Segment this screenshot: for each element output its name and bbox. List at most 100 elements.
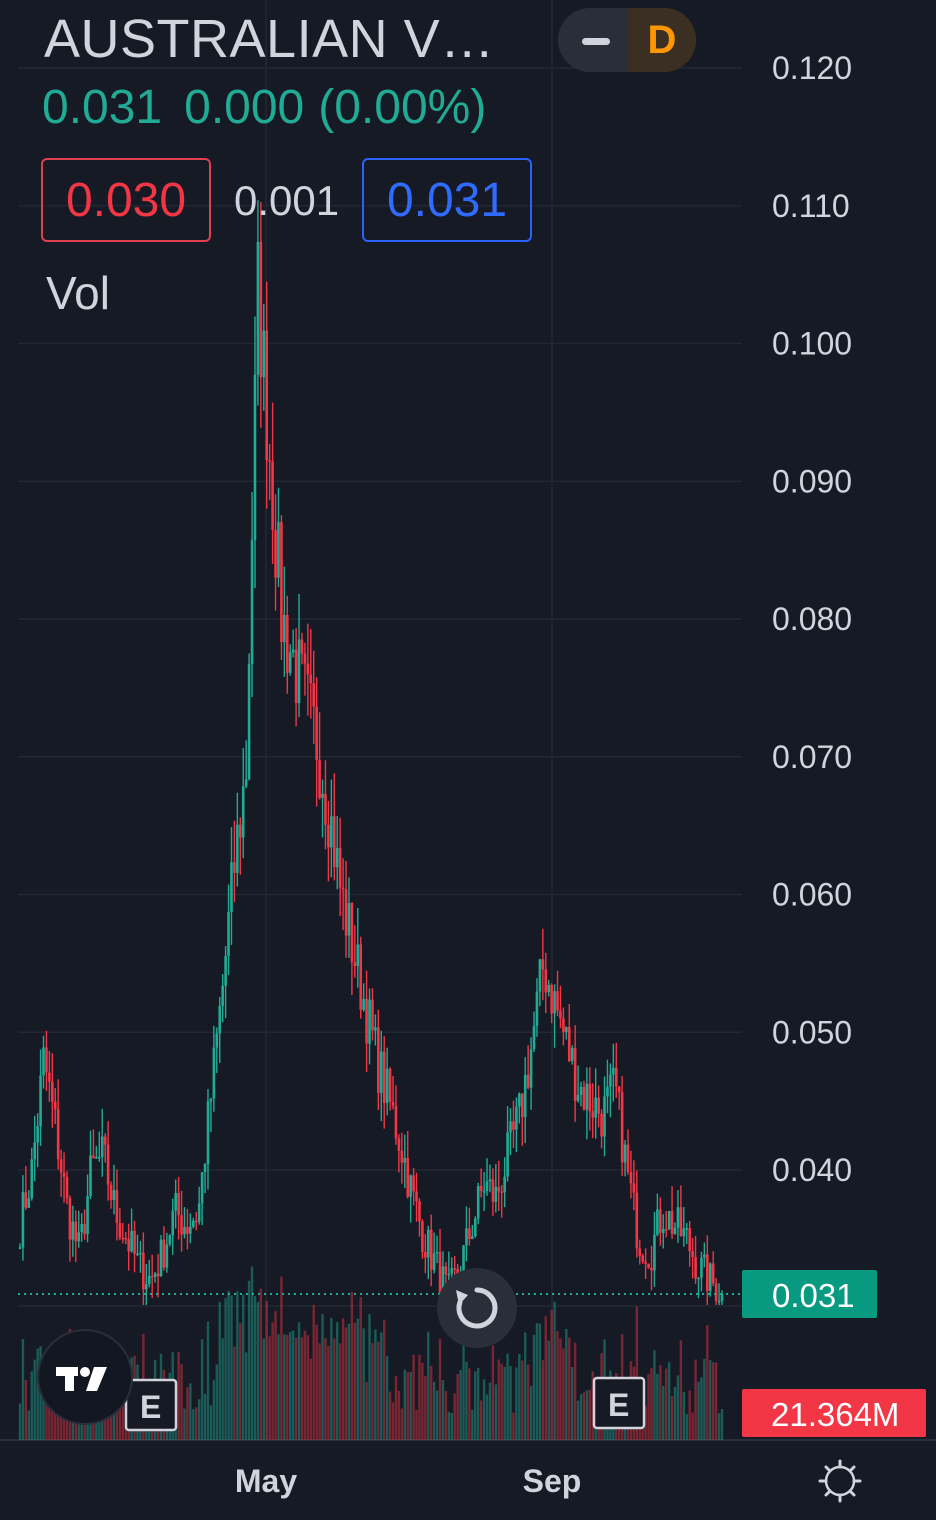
candle-body xyxy=(300,639,304,654)
candle-body xyxy=(588,1083,592,1112)
candle-body xyxy=(51,1081,54,1102)
candle-body xyxy=(274,530,277,578)
volume-bar xyxy=(303,1330,307,1440)
candlestick-series xyxy=(18,200,724,1305)
candle-body xyxy=(359,944,363,1010)
candle-body xyxy=(186,1226,189,1234)
volume-bar xyxy=(183,1408,186,1440)
volume-bar xyxy=(356,1318,359,1440)
volume-bar xyxy=(720,1408,724,1440)
candle-body xyxy=(650,1267,653,1271)
candle-body xyxy=(247,663,251,780)
candle-body xyxy=(350,903,354,963)
volume-bar xyxy=(280,1276,283,1440)
candle-body xyxy=(570,1048,574,1062)
candle-body xyxy=(567,1026,571,1062)
candle-body xyxy=(559,1010,562,1019)
volume-bar xyxy=(474,1371,477,1440)
candle-body xyxy=(221,985,224,1006)
volume-bar xyxy=(418,1354,421,1440)
ask-button[interactable]: 0.031 xyxy=(362,158,532,242)
settings-gear-icon[interactable] xyxy=(818,1459,862,1503)
symbol-title[interactable]: AUSTRALIAN V… xyxy=(44,9,495,69)
time-axis[interactable]: May Sep xyxy=(235,1463,581,1499)
candle-body xyxy=(153,1273,157,1277)
earnings-marker[interactable]: E xyxy=(124,1378,178,1432)
candle-body xyxy=(377,1027,380,1093)
volume-bar xyxy=(547,1340,550,1440)
candle-body xyxy=(403,1157,407,1163)
candle-body xyxy=(606,1086,609,1097)
volume-bar xyxy=(268,1336,271,1440)
candle-body xyxy=(303,653,307,664)
volume-bar xyxy=(400,1408,404,1440)
svg-text:E: E xyxy=(140,1389,161,1425)
candle-body xyxy=(36,1126,39,1143)
candle-body xyxy=(121,1237,125,1240)
volume-bar xyxy=(509,1365,512,1440)
candle-body xyxy=(617,1086,621,1093)
volume-bar xyxy=(688,1390,691,1440)
candle-body xyxy=(706,1254,709,1291)
candle-body xyxy=(482,1191,486,1193)
candle-body xyxy=(24,1192,28,1208)
candle-body xyxy=(68,1198,72,1240)
volume-bar xyxy=(717,1413,721,1440)
volume-bar xyxy=(203,1393,207,1440)
candle-body xyxy=(462,1245,465,1276)
volume-bar xyxy=(459,1369,462,1440)
candle-body xyxy=(294,649,298,704)
candle-body xyxy=(203,1164,207,1173)
volume-bar xyxy=(391,1402,395,1440)
candle-body xyxy=(547,984,551,993)
candle-body xyxy=(409,1175,412,1197)
volume-bar xyxy=(121,1384,125,1440)
volume-bar xyxy=(118,1402,122,1440)
reset-chart-button[interactable] xyxy=(437,1268,517,1348)
volume-bar xyxy=(503,1366,506,1440)
price-axis[interactable]: 0.120 0.110 0.100 0.090 0.080 0.070 0.060 0.050… xyxy=(772,50,852,1188)
candle-body xyxy=(189,1226,192,1234)
candle-body xyxy=(379,1051,383,1093)
volume-bar xyxy=(714,1362,718,1440)
collapse-icon[interactable] xyxy=(582,38,610,45)
candle-body xyxy=(335,847,339,868)
candle-body xyxy=(92,1155,95,1159)
candle-body xyxy=(679,1207,683,1236)
candle-body xyxy=(518,1093,521,1107)
tradingview-logo[interactable] xyxy=(37,1329,133,1425)
interval-button[interactable]: D xyxy=(628,8,696,72)
volume-bar xyxy=(338,1343,342,1440)
interval-toggle[interactable]: D xyxy=(558,8,696,72)
volume-bar xyxy=(362,1328,365,1440)
volume-bar xyxy=(239,1323,242,1440)
current-price-label: 0.031 xyxy=(772,1277,855,1314)
volume-bar xyxy=(468,1368,471,1440)
candle-body xyxy=(368,999,371,1044)
price-tick-label: 0.110 xyxy=(772,188,850,224)
earnings-marker[interactable]: E xyxy=(592,1376,646,1430)
tradingview-logo-icon xyxy=(56,1367,107,1391)
price-tick-label: 0.070 xyxy=(772,739,852,775)
candle-body xyxy=(632,1183,636,1193)
volume-bar xyxy=(538,1323,542,1440)
candle-body xyxy=(635,1192,639,1249)
candle-body xyxy=(667,1211,671,1230)
candle-body xyxy=(332,816,336,868)
candle-body xyxy=(656,1209,659,1235)
candle-body xyxy=(133,1230,136,1254)
volume-bar xyxy=(177,1351,180,1440)
candle-body xyxy=(661,1228,665,1233)
candle-body xyxy=(703,1254,706,1258)
candle-body xyxy=(412,1175,415,1192)
volume-bar xyxy=(679,1340,683,1440)
volume-bar xyxy=(644,1405,647,1440)
candle-body xyxy=(523,1074,527,1117)
candle-body xyxy=(215,1033,219,1048)
bid-button[interactable]: 0.030 xyxy=(41,158,211,242)
volume-bar xyxy=(432,1381,436,1440)
volume-bar xyxy=(479,1400,483,1440)
candle-body xyxy=(397,1138,401,1151)
volume-bar xyxy=(262,1338,265,1440)
